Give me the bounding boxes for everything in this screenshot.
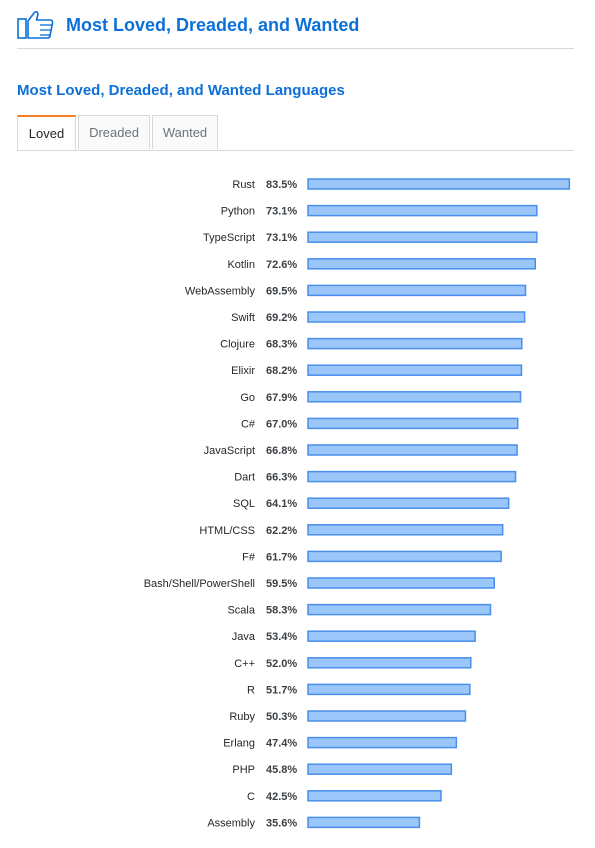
value-label: 72.6%	[266, 259, 297, 271]
value-label: 42.5%	[266, 791, 297, 803]
category-label: F#	[242, 551, 256, 563]
category-label: C	[247, 791, 255, 803]
category-label: Bash/Shell/PowerShell	[144, 578, 255, 590]
bar[interactable]	[307, 497, 510, 509]
bar[interactable]	[307, 311, 526, 323]
bar[interactable]	[307, 710, 467, 722]
tab-bar: Loved Dreaded Wanted	[17, 115, 574, 151]
section-title: Most Loved, Dreaded, and Wanted	[66, 15, 360, 35]
category-label: JavaScript	[204, 445, 255, 457]
bar[interactable]	[307, 470, 517, 483]
value-label: 58.3%	[266, 605, 297, 617]
bar[interactable]	[307, 231, 538, 243]
value-label: 59.5%	[266, 578, 297, 590]
value-label: 35.6%	[266, 817, 297, 829]
bar[interactable]	[307, 630, 476, 642]
value-label: 83.5%	[266, 179, 297, 191]
bar[interactable]	[307, 524, 504, 536]
category-label: Dart	[234, 472, 255, 484]
bar[interactable]	[307, 204, 538, 217]
category-label: Rust	[232, 179, 255, 191]
category-label: R	[247, 684, 255, 696]
bar[interactable]	[307, 657, 472, 669]
bar[interactable]	[307, 683, 471, 696]
thumbs-up-icon	[17, 10, 54, 39]
tab-wanted[interactable]: Wanted	[152, 115, 218, 149]
bar[interactable]	[307, 736, 458, 749]
value-label: 45.8%	[266, 764, 297, 776]
category-label: Scala	[227, 605, 255, 617]
value-label: 50.3%	[266, 711, 297, 723]
category-label: C++	[234, 658, 255, 670]
bar[interactable]	[307, 763, 453, 775]
value-label: 67.9%	[266, 392, 297, 404]
category-label: HTML/CSS	[199, 525, 255, 537]
bar[interactable]	[307, 550, 502, 563]
category-label: Elixir	[231, 365, 255, 377]
tab-loved[interactable]: Loved	[17, 115, 76, 150]
value-label: 66.3%	[266, 472, 297, 484]
value-label: 51.7%	[266, 684, 297, 696]
value-label: 52.0%	[266, 658, 297, 670]
bar[interactable]	[307, 417, 519, 430]
category-label: Go	[240, 392, 255, 404]
bar[interactable]	[307, 790, 442, 802]
category-label: Java	[232, 631, 256, 643]
chart-title: Most Loved, Dreaded, and Wanted Language…	[17, 82, 345, 99]
category-label: TypeScript	[203, 232, 255, 244]
value-label: 47.4%	[266, 738, 297, 750]
bar[interactable]	[307, 258, 536, 270]
value-label: 53.4%	[266, 631, 297, 643]
category-label: Kotlin	[227, 259, 255, 271]
category-label: PHP	[232, 764, 255, 776]
value-label: 62.2%	[266, 525, 297, 537]
bar[interactable]	[307, 337, 523, 350]
bar[interactable]	[307, 178, 571, 190]
category-label: Clojure	[220, 339, 255, 351]
value-label: 73.1%	[266, 206, 297, 218]
bar[interactable]	[307, 284, 527, 297]
bar[interactable]	[307, 391, 522, 403]
value-label: 61.7%	[266, 551, 297, 563]
value-label: 64.1%	[266, 498, 297, 510]
category-label: Swift	[231, 312, 255, 324]
value-label: 68.3%	[266, 339, 297, 351]
category-label: Ruby	[229, 711, 255, 723]
bar[interactable]	[307, 577, 495, 589]
bar[interactable]	[307, 603, 492, 616]
category-label: C#	[241, 418, 256, 430]
value-label: 68.2%	[266, 365, 297, 377]
bar[interactable]	[307, 364, 523, 376]
bar-chart: Rust 83.5% Python 73.1% TypeScript 73.1% Kotli…	[144, 178, 571, 829]
category-label: Assembly	[207, 817, 255, 829]
bar[interactable]	[307, 444, 518, 456]
bar[interactable]	[307, 816, 421, 829]
value-label: 67.0%	[266, 418, 297, 430]
value-label: 69.2%	[266, 312, 297, 324]
value-label: 66.8%	[266, 445, 297, 457]
value-label: 69.5%	[266, 285, 297, 297]
category-label: Python	[221, 206, 255, 218]
value-label: 73.1%	[266, 232, 297, 244]
category-label: Erlang	[223, 738, 255, 750]
category-label: WebAssembly	[185, 285, 256, 297]
tab-dreaded[interactable]: Dreaded	[78, 115, 150, 149]
category-label: SQL	[233, 498, 255, 510]
section-header: Most Loved, Dreaded, and Wanted	[17, 8, 574, 49]
